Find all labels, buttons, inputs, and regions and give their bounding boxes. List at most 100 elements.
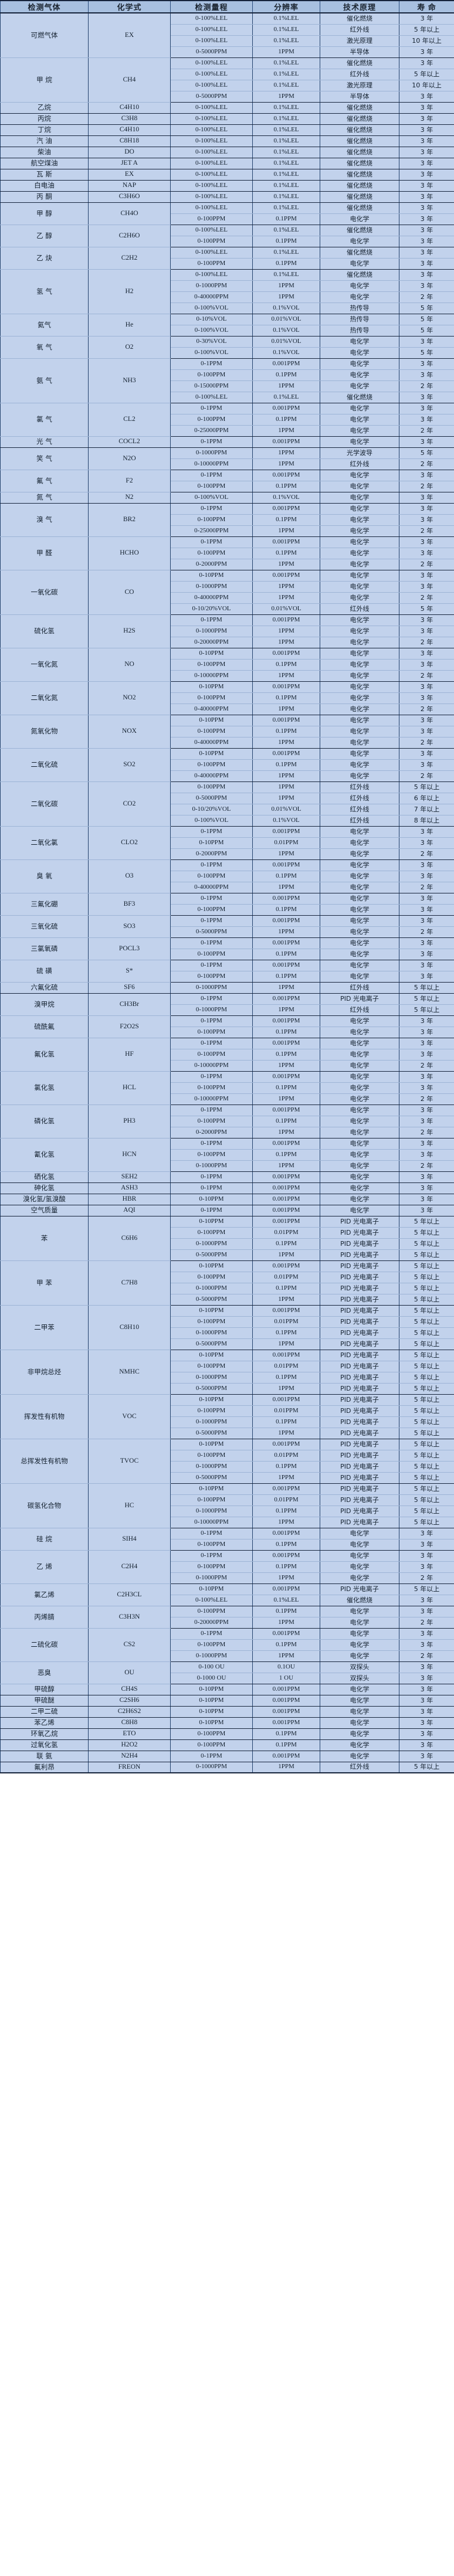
cell-technology: 电化学	[320, 346, 399, 359]
cell-technology: 电化学	[320, 736, 399, 749]
cell-lifetime: 3 年	[399, 1137, 454, 1150]
cell-gas-name: 六氟化硫	[0, 981, 89, 994]
cell-lifetime: 3 年	[399, 1717, 454, 1729]
cell-resolution: 0.01PPM	[252, 1316, 320, 1328]
table-row: 0-25000PPM 1PPM 电化学 2 年	[1, 525, 454, 537]
table-row: 丁烷 C4H10 0-100%LEL 0.1%LEL 催化燃烧 3 年	[0, 124, 454, 136]
cell-detection-range: 0-5000PPM	[170, 1249, 253, 1261]
cell-detection-range: 0-10PPM	[170, 1694, 253, 1707]
cell-resolution: 1PPM	[252, 1471, 320, 1484]
cell-gas-name: 丙烷	[0, 113, 89, 125]
cell-detection-range: 0-100%LEL	[170, 391, 253, 403]
table-row: 臭 氧 O3 0-1PPM 0.001PPM 电化学 3 年	[0, 859, 454, 893]
cell-technology: 电化学	[320, 625, 399, 637]
cell-lifetime: 3 年	[399, 514, 454, 526]
table-row: 0-100PPM 0.1PPM 电化学 3 年	[1, 1026, 454, 1038]
cell-detection-range: 0-100PPM	[170, 257, 253, 270]
cell-detection-range: 0-100PPM	[170, 1639, 253, 1651]
cell-detection-range: 0-5000PPM	[170, 46, 253, 58]
cell-technology: 电化学	[320, 714, 399, 726]
cell-chemical-formula: SEH2	[88, 1171, 171, 1183]
cell-gas-name: 氧 气	[0, 335, 89, 359]
cell-technology: 电化学	[320, 747, 399, 760]
cell-technology: PID 光电离子	[320, 1282, 399, 1294]
cell-detection-range: 0-20000PPM	[170, 1616, 253, 1629]
cell-technology: 电化学	[320, 413, 399, 426]
cell-resolution: 0.1PPM	[252, 1505, 320, 1517]
cell-gas-name: 溴甲烷	[0, 993, 89, 1016]
cell-resolution: 0.001PPM	[252, 647, 320, 660]
cell-resolution: 1PPM	[252, 1427, 320, 1439]
table-row: 过氧化氢 H2O2 0-100PPM 0.1PPM 电化学 3 年	[0, 1739, 454, 1751]
cell-detection-range: 0-1PPM	[170, 859, 253, 871]
cell-resolution: 0.1PPM	[252, 213, 320, 225]
cell-detection-range: 0-100PPM	[170, 970, 253, 983]
cell-resolution: 0.001PPM	[252, 402, 320, 414]
cell-chemical-formula: N2H4	[88, 1750, 171, 1762]
cell-gas-name: 过氧化氢	[0, 1739, 89, 1751]
cell-technology: PID 光电离子	[320, 1483, 399, 1495]
cell-gas-name: 二氧化氮	[0, 681, 89, 715]
table-row: 0-100%VOL 0.1%VOL 热传导 5 年	[1, 324, 454, 337]
cell-lifetime: 10 年以上	[399, 79, 454, 91]
cell-gas-name: 光 气	[0, 436, 89, 448]
cell-technology: 电化学	[320, 569, 399, 582]
cell-technology: 电化学	[320, 536, 399, 548]
cell-lifetime: 2 年	[399, 291, 454, 303]
cell-lifetime: 5 年以上	[399, 1360, 454, 1372]
table-row: 0-100PPM 0.1PPM 电化学 3 年	[1, 948, 454, 960]
cell-technology: 催化燃烧	[320, 224, 399, 236]
table-row: 0-100PPM 0.01PPM PID 光电离子 5 年以上	[1, 1494, 454, 1506]
cell-chemical-formula: HCN	[88, 1137, 171, 1172]
cell-lifetime: 2 年	[399, 1059, 454, 1072]
cell-detection-range: 0-1PPM	[170, 1015, 253, 1027]
cell-technology: 电化学	[320, 759, 399, 771]
cell-gas-name: 一氧化碳	[0, 569, 89, 615]
cell-resolution: 1PPM	[252, 592, 320, 604]
cell-technology: 电化学	[320, 592, 399, 604]
table-row: 乙 醇 C2H6O 0-100%LEL 0.1%LEL 催化燃烧 3 年	[0, 224, 454, 247]
cell-technology: 电化学	[320, 1549, 399, 1562]
table-row: 0-10000PPM 1PPM 红外线 2 年	[1, 458, 454, 470]
table-row: 0-100PPM 0.1PPM 电化学 3 年	[1, 759, 454, 771]
cell-gas-name: 乙烷	[0, 101, 89, 114]
cell-technology: PID 光电离子	[320, 1416, 399, 1428]
cell-detection-range: 0-1000PPM	[170, 1505, 253, 1517]
cell-lifetime: 3 年	[399, 402, 454, 414]
table-row: 0-1000PPM 0.1PPM PID 光电离子 5 年以上	[1, 1460, 454, 1473]
cell-lifetime: 5 年	[399, 313, 454, 325]
cell-technology: 电化学	[320, 1182, 399, 1194]
cell-detection-range: 0-100PPM	[170, 1728, 253, 1740]
cell-resolution: 0.001PPM	[252, 1037, 320, 1049]
cell-lifetime: 3 年	[399, 1115, 454, 1127]
cell-resolution: 0.1PPM	[252, 1026, 320, 1038]
cell-technology: 红外线	[320, 803, 399, 815]
cell-detection-range: 0-100PPM	[170, 1148, 253, 1161]
cell-detection-range: 0-100PPM	[170, 413, 253, 426]
cell-lifetime: 3 年	[399, 113, 454, 125]
table-row: 0-10000PPM 1PPM 电化学 2 年	[1, 1093, 454, 1105]
cell-detection-range: 0-1000PPM	[170, 625, 253, 637]
cell-resolution: 0.001PPM	[252, 1717, 320, 1729]
table-row: 挥发性有机物 VOC 0-10PPM 0.001PPM PID 光电离子 5 年以上	[0, 1394, 454, 1439]
cell-resolution: 1PPM	[252, 1516, 320, 1528]
cell-resolution: 1PPM	[252, 1761, 320, 1773]
cell-resolution: 0.001PPM	[252, 1483, 320, 1495]
cell-gas-name: 氯化氢	[0, 1070, 89, 1105]
cell-detection-range: 0-1PPM	[170, 825, 253, 838]
cell-lifetime: 3 年	[399, 1694, 454, 1707]
cell-detection-range: 0-100%LEL	[170, 23, 253, 36]
cell-resolution: 0.001PPM	[252, 1438, 320, 1450]
cell-resolution: 0.1%LEL	[252, 269, 320, 281]
table-row: 甲 醇 CH4O 0-100%LEL 0.1%LEL 催化燃烧 3 年	[0, 202, 454, 225]
cell-detection-range: 0-1PPM	[170, 1527, 253, 1540]
cell-lifetime: 3 年	[399, 1705, 454, 1718]
cell-technology: 电化学	[320, 959, 399, 971]
cell-detection-range: 0-10PPM	[170, 681, 253, 693]
cell-chemical-formula: S*	[88, 959, 171, 983]
cell-detection-range: 0-1000PPM	[170, 1160, 253, 1172]
cell-detection-range: 0-10PPM	[170, 1705, 253, 1718]
cell-detection-range: 0-100PPM	[170, 1494, 253, 1506]
cell-lifetime: 2 年	[399, 592, 454, 604]
cell-technology: 电化学	[320, 502, 399, 515]
